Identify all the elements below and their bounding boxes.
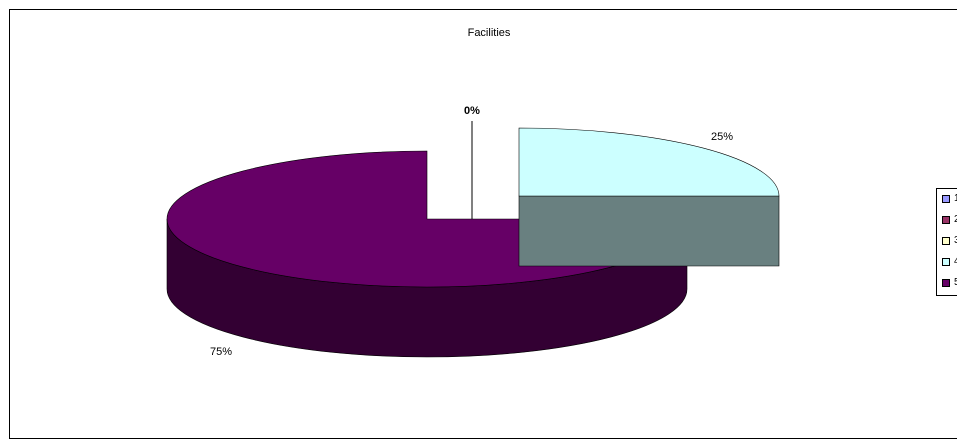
legend-item-2: 2 <box>942 213 957 227</box>
legend-label-1: 1 <box>954 193 957 204</box>
legend-swatch-2 <box>942 216 950 224</box>
legend-swatch-4 <box>942 258 950 266</box>
legend-item-3: 3 <box>942 234 957 248</box>
legend-swatch-3 <box>942 237 950 245</box>
slice-4 <box>518 127 780 197</box>
pie-chart: Facilities 0% 25% 75% <box>166 27 780 358</box>
data-label-slice-4: 25% <box>711 131 733 143</box>
legend-swatch-1 <box>942 195 950 203</box>
chart-title: Facilities <box>468 27 511 39</box>
legend-label-4: 4 <box>954 256 957 267</box>
data-label-slice-3: 0% <box>464 105 480 117</box>
legend-swatch-5 <box>942 279 950 287</box>
slice-4-side <box>518 195 780 267</box>
legend: 1 2 3 4 5 <box>936 188 957 296</box>
legend-item-5: 5 <box>942 276 957 290</box>
legend-item-4: 4 <box>942 255 957 269</box>
legend-label-3: 3 <box>954 235 957 246</box>
legend-item-1: 1 <box>942 192 957 206</box>
legend-label-5: 5 <box>954 277 957 288</box>
data-label-slice-5: 75% <box>210 346 232 358</box>
legend-label-2: 2 <box>954 214 957 225</box>
